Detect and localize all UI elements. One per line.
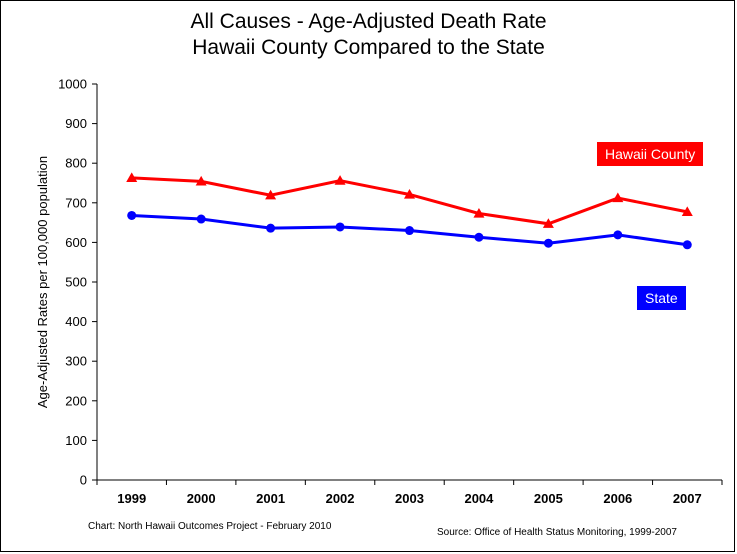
y-tick-label: 900 [65, 116, 87, 131]
x-tick-label: 2003 [395, 491, 424, 506]
data-point [195, 175, 207, 186]
data-point [127, 210, 137, 220]
data-point [404, 188, 415, 199]
y-tick-label: 600 [65, 235, 87, 250]
x-tick-label: 2004 [464, 491, 494, 506]
legend-state: State [637, 286, 686, 310]
y-tick-label: 200 [65, 393, 87, 408]
y-tick-label: 100 [65, 433, 87, 448]
data-point [682, 240, 692, 250]
x-tick-label: 2006 [603, 491, 632, 506]
y-axis-label: Age-Adjusted Rates per 100,000 populatio… [35, 156, 50, 408]
y-tick-label: 700 [65, 195, 87, 210]
x-tick-label: 2007 [673, 491, 702, 506]
y-tick-label: 300 [65, 354, 87, 369]
ticks: 0 100 200 300 400 500 600 700 800 900 1000 1999 2000… [58, 77, 723, 506]
data-point [335, 222, 345, 232]
chart-title-line-1: All Causes - Age-Adjusted Death Rate [190, 10, 547, 33]
data-point [334, 175, 346, 185]
x-tick-label: 2001 [256, 491, 285, 506]
data-point [612, 192, 624, 203]
y-tick-label: 1000 [58, 77, 87, 92]
series-state [127, 210, 692, 250]
y-tick-label: 0 [80, 473, 87, 488]
x-tick-label: 2005 [534, 491, 563, 506]
data-point [473, 207, 485, 218]
data-point [405, 226, 414, 236]
chart-title-line-2: Hawaii County Compared to the State [192, 36, 545, 59]
data-point [542, 218, 554, 228]
y-tick-label: 800 [65, 156, 87, 171]
data-point [613, 230, 623, 240]
series-hawaii-county [126, 172, 693, 228]
series-group [126, 172, 693, 250]
chart-credit: Chart: North Hawaii Outcomes Project - F… [88, 521, 332, 532]
data-point [196, 214, 206, 224]
data-point [543, 238, 553, 248]
y-tick-label: 500 [65, 275, 87, 290]
series-line [131, 176, 688, 226]
y-tick-label: 400 [65, 314, 87, 329]
chart-source: Source: Office of Health Status Monitori… [437, 527, 677, 538]
data-point [474, 232, 484, 242]
data-point [126, 172, 138, 182]
data-point [266, 223, 276, 233]
x-tick-label: 2002 [326, 491, 355, 506]
x-tick-label: 2000 [187, 491, 216, 506]
x-tick-label: 1999 [117, 491, 146, 506]
data-point [681, 206, 693, 217]
legend-hawaii-county: Hawaii County [597, 142, 704, 166]
data-point [265, 189, 277, 200]
